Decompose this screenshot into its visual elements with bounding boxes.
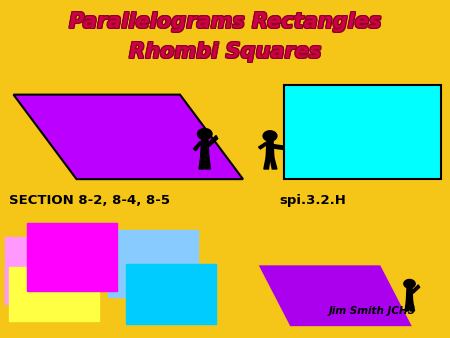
Bar (284, 84, 441, 179)
Text: Parallelograms Rectangles: Parallelograms Rectangles (68, 13, 380, 33)
Polygon shape (14, 95, 243, 179)
Text: Parallelograms Rectangles: Parallelograms Rectangles (69, 13, 381, 33)
Circle shape (198, 128, 212, 140)
Text: Rhombi Squares: Rhombi Squares (130, 41, 323, 61)
Circle shape (263, 131, 277, 141)
Text: Rhombi Squares: Rhombi Squares (130, 43, 323, 63)
Bar (126, 264, 216, 324)
Polygon shape (270, 158, 277, 169)
Polygon shape (266, 142, 274, 158)
Text: Rhombi Squares: Rhombi Squares (130, 42, 323, 62)
Text: Rhombi Squares: Rhombi Squares (127, 42, 320, 62)
Text: Parallelograms Rectangles: Parallelograms Rectangles (70, 12, 382, 32)
Polygon shape (405, 301, 410, 311)
Circle shape (404, 280, 415, 288)
Text: Parallelograms Rectangles: Parallelograms Rectangles (69, 12, 381, 32)
Text: Parallelograms Rectangles: Parallelograms Rectangles (68, 11, 380, 31)
Bar (9, 267, 99, 321)
Text: Parallelograms Rectangles: Parallelograms Rectangles (70, 11, 382, 31)
Text: Rhombi Squares: Rhombi Squares (129, 43, 321, 63)
Polygon shape (194, 142, 202, 151)
Bar (4, 237, 94, 304)
Polygon shape (273, 145, 284, 149)
Polygon shape (410, 301, 414, 311)
Text: Rhombi Squares: Rhombi Squares (127, 43, 320, 63)
Text: Rhombi Squares: Rhombi Squares (129, 41, 321, 61)
Polygon shape (258, 143, 267, 149)
Polygon shape (208, 136, 218, 146)
Text: Rhombi Squares: Rhombi Squares (127, 41, 320, 61)
Polygon shape (199, 157, 205, 169)
Bar (108, 230, 198, 297)
Polygon shape (412, 285, 419, 293)
Polygon shape (259, 265, 412, 326)
Text: Rhombi Squares: Rhombi Squares (129, 42, 321, 62)
Polygon shape (205, 157, 211, 169)
Text: Parallelograms Rectangles: Parallelograms Rectangles (69, 11, 381, 31)
Polygon shape (264, 158, 270, 169)
Text: Jim Smith JCHS: Jim Smith JCHS (328, 306, 416, 316)
Text: spi.3.2.H: spi.3.2.H (279, 194, 346, 207)
Polygon shape (201, 140, 209, 157)
Bar (27, 223, 117, 291)
Text: Parallelograms Rectangles: Parallelograms Rectangles (68, 12, 380, 32)
Text: Parallelograms Rectangles: Parallelograms Rectangles (70, 13, 382, 33)
Polygon shape (406, 288, 413, 301)
Text: SECTION 8-2, 8-4, 8-5: SECTION 8-2, 8-4, 8-5 (9, 194, 170, 207)
